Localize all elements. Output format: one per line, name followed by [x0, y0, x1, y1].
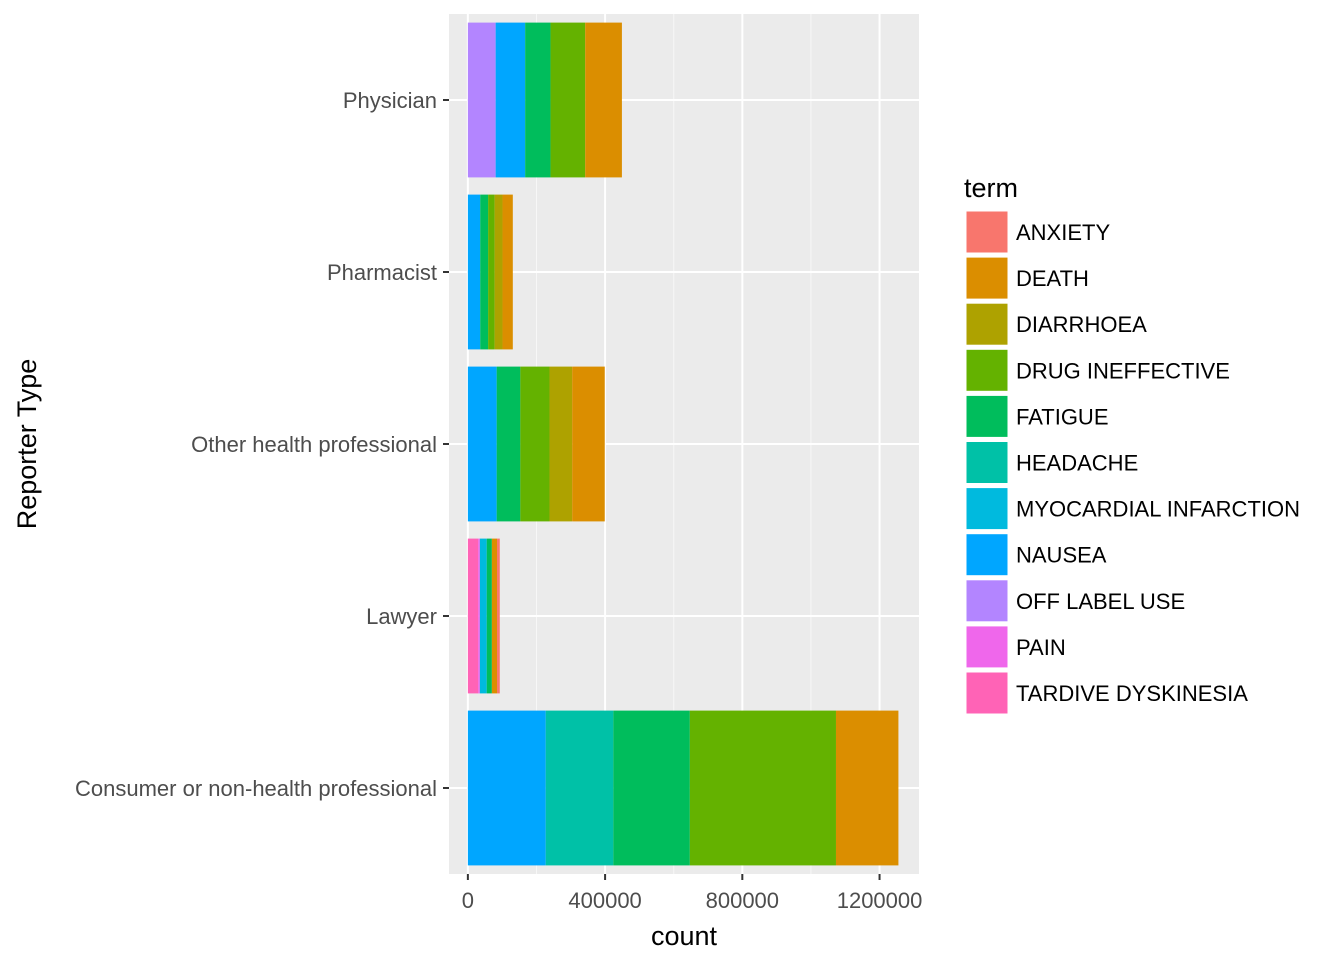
bar-segment-diarrhoea	[494, 194, 503, 350]
legend-label: DIARRHOEA	[1016, 312, 1147, 337]
bar-segment-drug-ineffective	[550, 22, 586, 178]
legend-key	[965, 671, 1009, 715]
legend-label: OFF LABEL USE	[1016, 589, 1185, 614]
legend-title: term	[964, 173, 1018, 203]
y-axis-title: Reporter Type	[12, 359, 42, 530]
legend-label: PAIN	[1016, 635, 1066, 660]
legend-label: DEATH	[1016, 266, 1089, 291]
bar-segment-nausea	[467, 194, 481, 350]
legend-label: MYOCARDIAL INFARCTION	[1016, 497, 1300, 522]
bar-segment-tardive-dyskinesia	[467, 538, 479, 694]
legend-label: ANXIETY	[1016, 220, 1110, 245]
legend-key	[965, 533, 1009, 577]
y-tick-label: Other health professional	[191, 432, 437, 457]
legend-key	[965, 210, 1009, 254]
y-tick-label: Pharmacist	[327, 260, 437, 285]
x-tick-label: 400000	[568, 888, 641, 913]
bar-segment-pain	[478, 538, 480, 694]
legend-key	[965, 256, 1009, 300]
bar-segment-death	[572, 366, 605, 522]
bar-segment-fatigue	[496, 366, 521, 522]
y-tick-label: Physician	[343, 88, 437, 113]
legend-label: TARDIVE DYSKINESIA	[1016, 681, 1248, 706]
bar-segment-headache	[545, 710, 614, 866]
y-tick-label: Lawyer	[366, 604, 437, 629]
legend-key	[965, 394, 1009, 438]
legend-label: FATIGUE	[1016, 404, 1109, 429]
bar-segment-nausea	[467, 366, 497, 522]
x-tick-label: 0	[462, 888, 474, 913]
y-axis: Physician Pharmacist Other health professi…	[75, 88, 449, 801]
bar-segment-fatigue	[480, 194, 489, 350]
bar-segment-drug-ineffective	[520, 366, 550, 522]
bar-segment-death	[491, 538, 498, 694]
y-tick-label: Consumer or non-health professional	[75, 776, 437, 801]
legend: term ANXIETY DEATH DIARRHOEA DRUG INEFFECTI…	[964, 173, 1300, 715]
bar-segment-death	[835, 710, 899, 866]
bar-segment-fatigue	[613, 710, 690, 866]
x-axis: 0 400000 800000 1200000	[462, 874, 923, 913]
legend-label: NAUSEA	[1016, 543, 1107, 568]
legend-label: HEADACHE	[1016, 451, 1138, 476]
legend-key	[965, 441, 1009, 484]
legend-items: ANXIETY DEATH DIARRHOEA DRUG INEFFECTIVE FAT…	[965, 210, 1300, 715]
bar-segment-death	[502, 194, 513, 350]
bar-segment-death	[585, 22, 622, 178]
bar-segment-drug-ineffective	[689, 710, 836, 866]
bar-segment-nausea	[495, 22, 526, 178]
bar-segment-anxiety	[497, 538, 500, 694]
x-tick-label: 1200000	[837, 888, 923, 913]
bar-segment-fatigue	[486, 538, 492, 694]
legend-label: DRUG INEFFECTIVE	[1016, 358, 1230, 383]
x-axis-title: count	[651, 921, 718, 951]
bars	[467, 22, 899, 866]
legend-key	[965, 625, 1009, 669]
legend-key	[965, 302, 1009, 346]
bar-segment-fatigue	[525, 22, 551, 178]
bar-segment-myocardial-infarction	[479, 538, 487, 694]
x-tick-label: 800000	[706, 888, 779, 913]
legend-key	[965, 487, 1009, 531]
bar-segment-drug-ineffective	[488, 194, 495, 350]
bar-segment-nausea	[467, 710, 546, 866]
bar-segment-diarrhoea	[549, 366, 573, 522]
bar-segment-off-label-use	[467, 22, 496, 178]
legend-key	[965, 579, 1009, 623]
legend-key	[965, 348, 1009, 392]
